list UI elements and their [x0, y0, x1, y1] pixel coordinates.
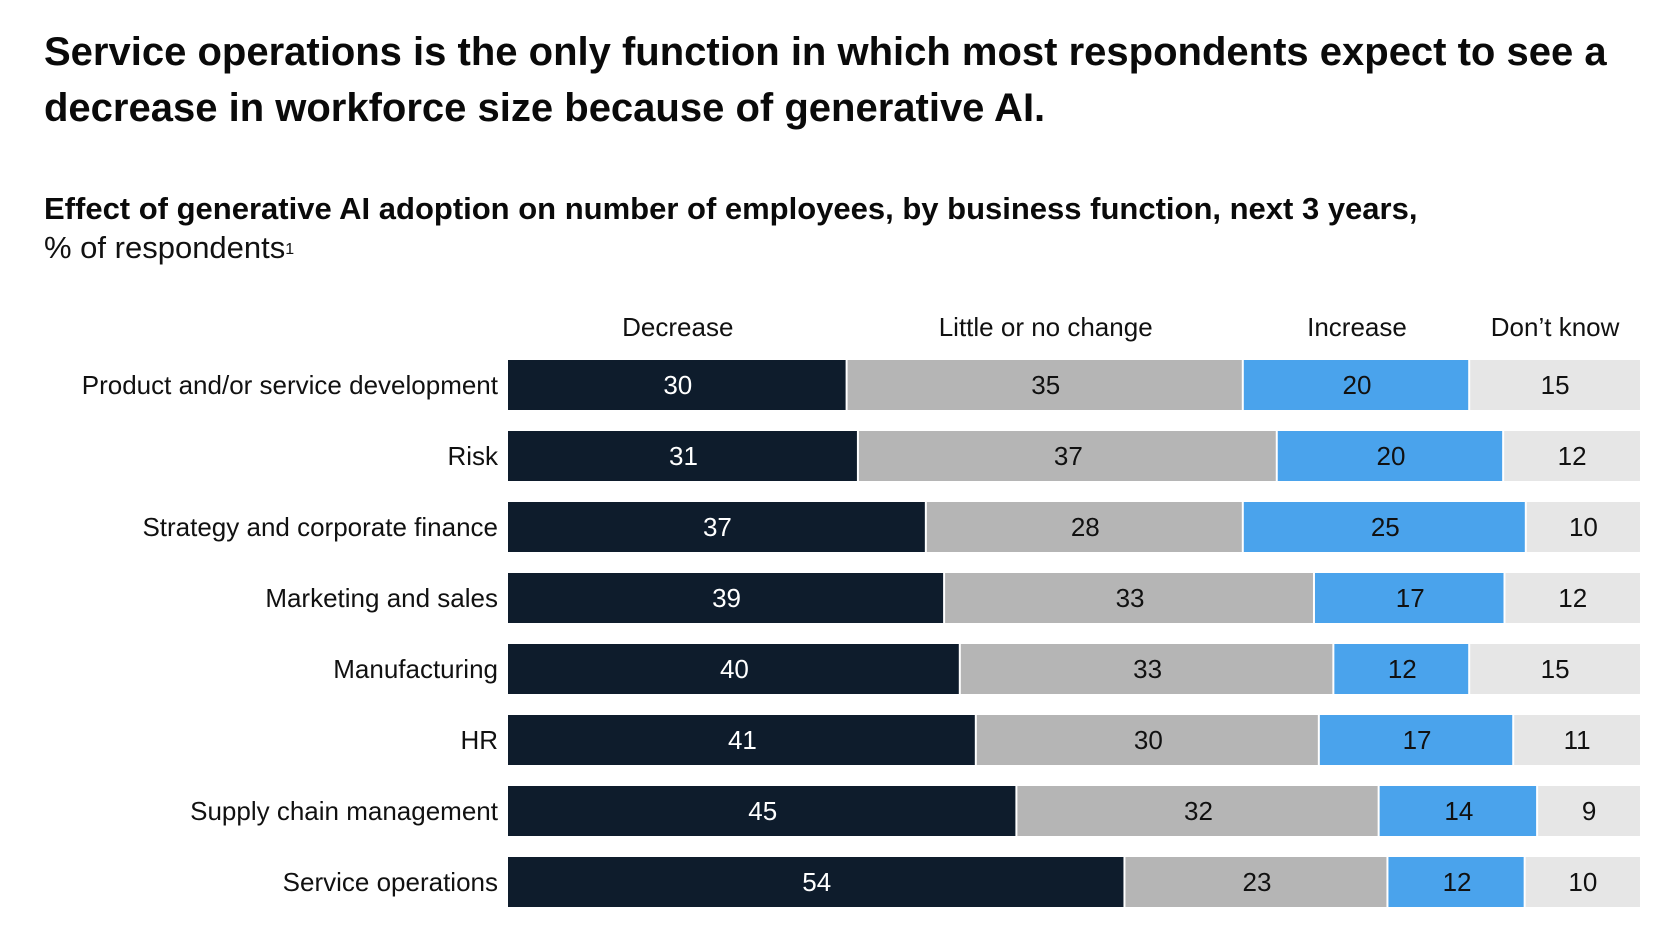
category-label: Product and/or service development — [82, 370, 499, 400]
bar-segment — [1470, 644, 1640, 694]
bar-segment — [1526, 502, 1640, 552]
data-label: 45 — [748, 796, 777, 826]
data-label: 41 — [728, 725, 757, 755]
data-label: 15 — [1541, 654, 1570, 684]
data-label: 17 — [1396, 583, 1425, 613]
data-label: 9 — [1582, 796, 1596, 826]
bar-segment — [1277, 431, 1503, 481]
bar-segment — [1379, 786, 1537, 836]
data-label: 17 — [1403, 725, 1432, 755]
data-label: 25 — [1371, 512, 1400, 542]
chart-title: Service operations is the only function … — [44, 30, 1607, 130]
data-label: 12 — [1558, 441, 1587, 471]
data-label: 12 — [1388, 654, 1417, 684]
bar-segment — [1319, 715, 1513, 765]
bar-segment — [960, 644, 1333, 694]
data-label: 23 — [1242, 867, 1271, 897]
bar-segment — [1525, 857, 1640, 907]
legend-label-1: Little or no change — [939, 312, 1153, 342]
data-label: 33 — [1133, 654, 1162, 684]
bar-segment — [1243, 360, 1469, 410]
legend-label-3: Don’t know — [1491, 312, 1620, 342]
bar-segment — [858, 431, 1276, 481]
bar-segment — [508, 573, 944, 623]
data-label: 28 — [1071, 512, 1100, 542]
data-label: 11 — [1564, 725, 1591, 755]
bar-segment — [508, 360, 846, 410]
bar-segment — [976, 715, 1318, 765]
bar-segment — [926, 502, 1242, 552]
bar-segment — [1314, 573, 1504, 623]
legend-label-0: Decrease — [622, 312, 733, 342]
data-label: 30 — [1134, 725, 1163, 755]
bar-segment — [1243, 502, 1525, 552]
bar-segment — [508, 786, 1016, 836]
data-label: 20 — [1376, 441, 1405, 471]
chart-subtitle: Effect of generative AI adoption on numb… — [44, 191, 1418, 226]
category-label: Marketing and sales — [265, 583, 498, 613]
data-label: 15 — [1541, 370, 1570, 400]
data-label: 10 — [1569, 512, 1598, 542]
category-label: Strategy and corporate finance — [142, 512, 498, 542]
bar-segment — [945, 573, 1313, 623]
bar-segment — [508, 857, 1124, 907]
data-label: 12 — [1443, 867, 1472, 897]
bar-segment — [1504, 431, 1640, 481]
bar-segment — [1470, 360, 1640, 410]
data-label: 33 — [1116, 583, 1145, 613]
legend-label-2: Increase — [1307, 312, 1407, 342]
bar-segment — [508, 431, 857, 481]
unit-label: % of respondents1 — [44, 229, 294, 267]
data-label: 40 — [720, 654, 749, 684]
data-label: 10 — [1568, 867, 1597, 897]
bar-segment — [1505, 573, 1640, 623]
bar-segment — [847, 360, 1242, 410]
bar-segment — [1125, 857, 1387, 907]
bar-segment — [1388, 857, 1524, 907]
data-label: 39 — [712, 583, 741, 613]
data-label: 20 — [1343, 370, 1372, 400]
bar-segment — [508, 644, 959, 694]
category-label: Manufacturing — [333, 654, 498, 684]
data-label: 37 — [703, 512, 732, 542]
bar-segment — [508, 715, 975, 765]
bar-segment — [508, 502, 925, 552]
unit-label-text: % of respondents — [44, 230, 286, 265]
bar-segment — [1334, 644, 1469, 694]
data-label: 14 — [1444, 796, 1473, 826]
category-label: Service operations — [283, 867, 498, 897]
data-label: 31 — [669, 441, 698, 471]
bar-segment — [1017, 786, 1378, 836]
data-label: 32 — [1184, 796, 1213, 826]
category-label: Supply chain management — [190, 796, 499, 826]
data-label: 30 — [663, 370, 692, 400]
data-label: 12 — [1558, 583, 1587, 613]
footnote-marker: 1 — [285, 241, 295, 258]
category-label: HR — [460, 725, 498, 755]
bar-segment — [1514, 715, 1640, 765]
bar-segment — [1538, 786, 1640, 836]
data-label: 54 — [802, 867, 831, 897]
data-label: 35 — [1031, 370, 1060, 400]
data-label: 37 — [1054, 441, 1083, 471]
category-label: Risk — [447, 441, 499, 471]
